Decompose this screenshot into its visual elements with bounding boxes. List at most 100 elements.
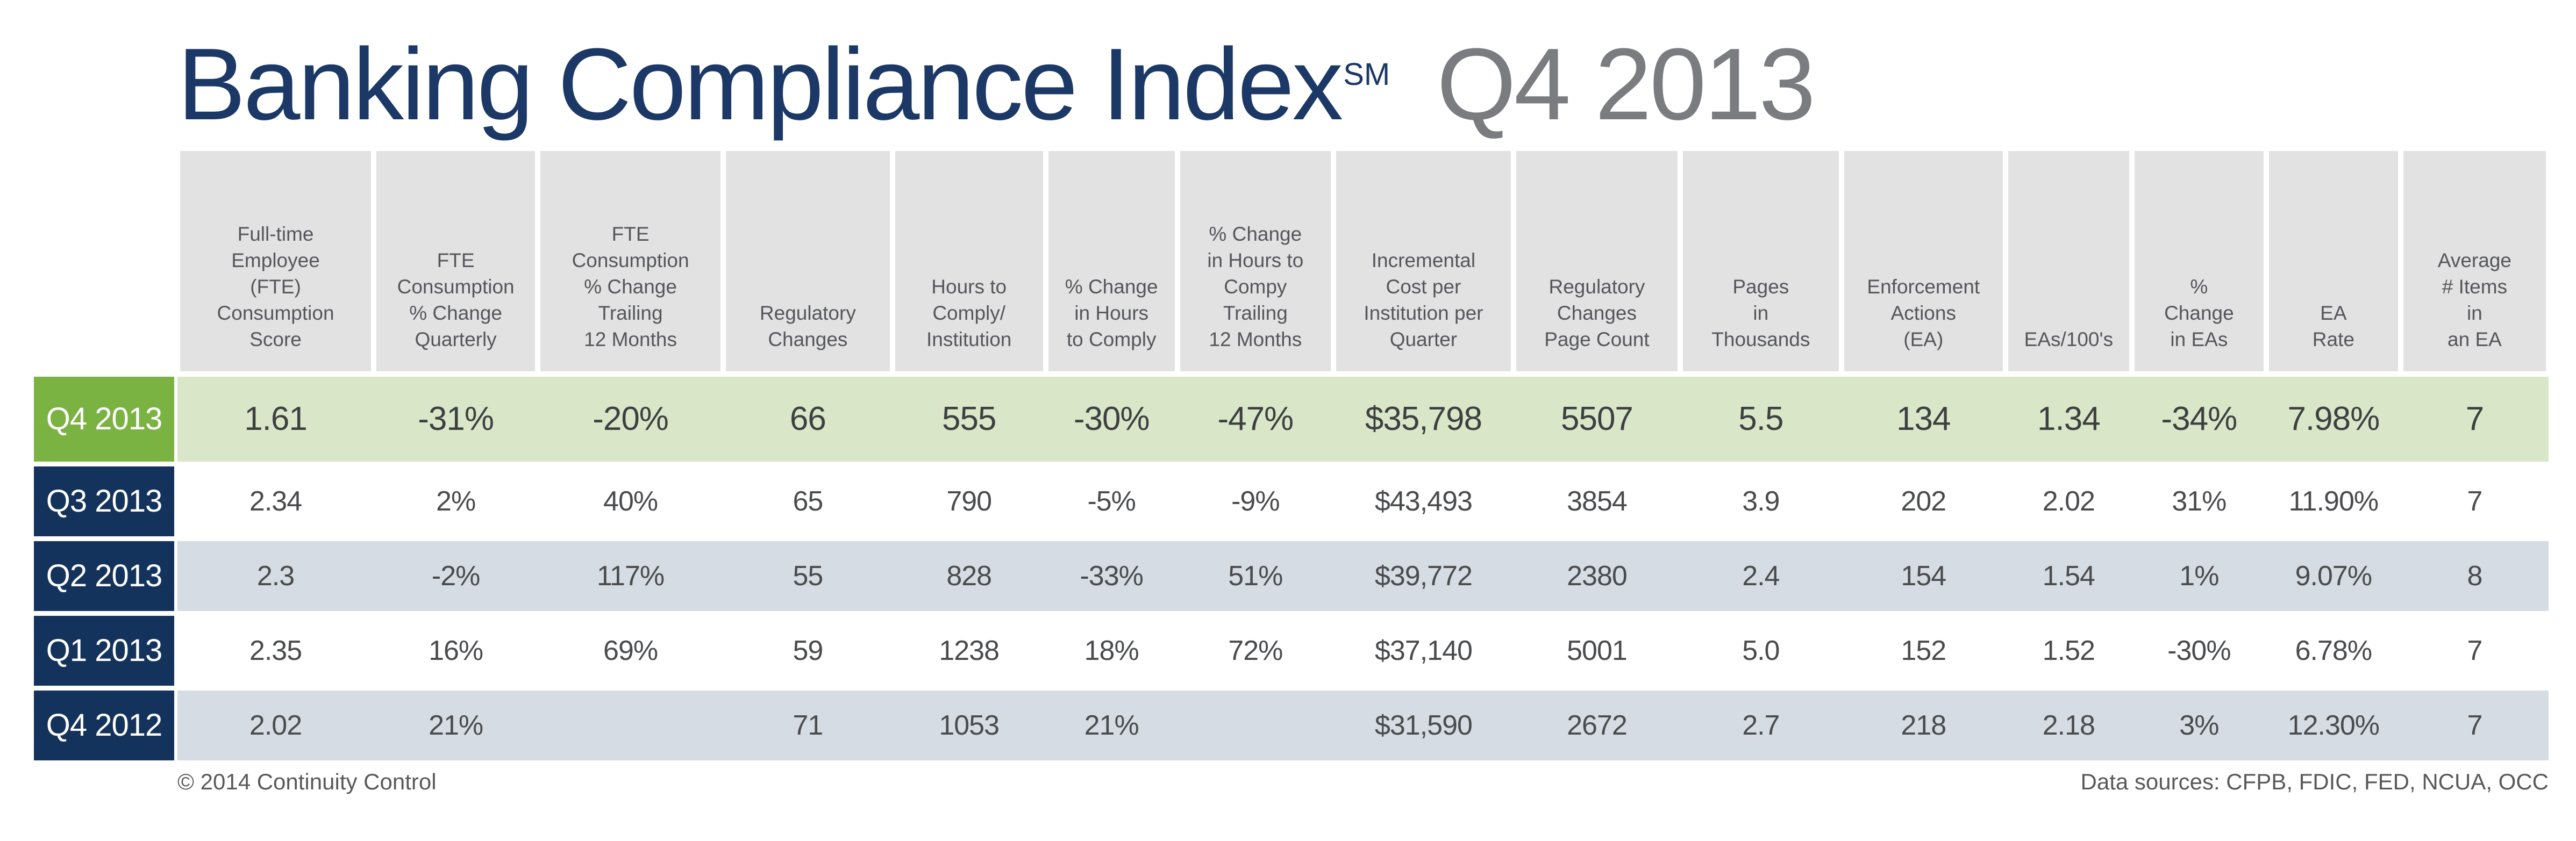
- cell-q3-2013-col13: 31%: [2172, 485, 2227, 517]
- cell-q2-2013-col13: 1%: [2179, 560, 2219, 592]
- title-period: Q4 2013: [1437, 27, 1816, 141]
- cell-q4-2013-col3: -20%: [593, 400, 669, 437]
- cell-q4-2012-col2: 21%: [429, 709, 483, 741]
- cell-q2-2013-col7: 51%: [1228, 560, 1283, 592]
- cell-q4-2013-col14: 7.98%: [2287, 400, 2380, 437]
- cell-q4-2013-col2: -31%: [418, 400, 494, 437]
- cell-q4-2012-col5: 1053: [939, 709, 1000, 741]
- cell-q3-2013-col1: 2.34: [249, 485, 302, 517]
- column-header-12: EAs/100's: [2005, 150, 2132, 371]
- row-label-q1-2013: Q1 2013: [34, 615, 177, 686]
- cell-q1-2013-col8: $37,140: [1374, 635, 1473, 666]
- cell-q3-2013-col7: -9%: [1231, 485, 1280, 517]
- title-main: Banking Compliance Index: [177, 27, 1343, 141]
- table-row-q4-2013: Q4 2013 1.61 -31% -20% 66 555 -30% -47% $35,798 5…: [34, 376, 2549, 462]
- footer: © 2014 Continuity Control Data sources: …: [34, 769, 2549, 795]
- cell-q4-2013-col7: -47%: [1217, 400, 1294, 437]
- cell-q1-2013-col10: 5.0: [1742, 635, 1780, 666]
- cell-q3-2013-col14: 11.90%: [2288, 485, 2379, 517]
- column-header-4: Regulatory Changes: [723, 150, 893, 371]
- column-header-11: Enforcement Actions (EA): [1841, 150, 2006, 371]
- cell-q3-2013-col6: -5%: [1087, 485, 1136, 517]
- cell-q1-2013-col5: 1238: [939, 635, 1000, 666]
- cell-q4-2013-col15: 7: [2465, 400, 2484, 437]
- cell-q2-2013-col11: 154: [1901, 560, 1946, 592]
- column-header-9: Regulatory Changes Page Count: [1513, 150, 1680, 371]
- copyright-text: © 2014 Continuity Control: [177, 768, 437, 794]
- column-header-10: Pages in Thousands: [1680, 150, 1842, 371]
- cell-q4-2012-col10: 2.7: [1742, 709, 1780, 741]
- cell-q1-2013-col7: 72%: [1228, 635, 1283, 666]
- cell-q3-2013-col12: 2.02: [2042, 485, 2095, 517]
- cell-q3-2013-col10: 3.9: [1742, 485, 1780, 517]
- table-row-q1-2013: Q1 2013 2.35 16% 69% 59 1238 18% 72% $37,140 5001…: [34, 615, 2549, 686]
- cell-q2-2013-col5: 828: [946, 560, 992, 592]
- column-header-5: Hours to Comply/ Institution: [892, 150, 1046, 371]
- table-row-q4-2012: Q4 2012 2.02 21% 71 1053 21% $31,590 2672 2.7 218…: [34, 690, 2549, 760]
- cell-q4-2012-col3: [538, 691, 723, 760]
- cell-q3-2013-col8: $43,493: [1374, 485, 1473, 517]
- cell-q4-2012-col15: 7: [2467, 709, 2482, 741]
- cell-q1-2013-col11: 152: [1901, 635, 1946, 666]
- cell-q2-2013-col6: -33%: [1080, 560, 1143, 592]
- cell-q1-2013-col15: 7: [2467, 635, 2482, 666]
- column-header-14: EA Rate: [2266, 150, 2401, 371]
- cell-q4-2012-col6: 21%: [1084, 709, 1139, 741]
- header-row: Full-time Employee (FTE) Consumption Sco…: [34, 150, 2549, 371]
- cell-q1-2013-col4: 59: [793, 635, 823, 666]
- cell-q1-2013-col14: 6.78%: [2295, 635, 2372, 666]
- cell-q4-2012-col14: 12.30%: [2287, 709, 2380, 741]
- column-header-8: Incremental Cost per Institution per Qua…: [1333, 150, 1514, 371]
- cell-q4-2013-col9: 5507: [1560, 400, 1633, 437]
- cell-q4-2012-col4: 71: [793, 709, 823, 741]
- cell-q2-2013-col1: 2.3: [256, 560, 295, 592]
- cell-q4-2013-col12: 1.34: [2037, 400, 2101, 437]
- header-corner-spacer: [34, 151, 177, 371]
- cell-q1-2013-col1: 2.35: [249, 635, 302, 666]
- data-sources-text: Data sources: CFPB, FDIC, FED, NCUA, OCC: [2080, 768, 2549, 794]
- cell-q1-2013-col13: -30%: [2167, 635, 2231, 666]
- cell-q2-2013-col2: -2%: [431, 560, 480, 592]
- cell-q4-2012-col11: 218: [1901, 709, 1946, 741]
- cell-q4-2013-col8: $35,798: [1365, 400, 1482, 437]
- column-header-15: Average # Items in an EA: [2400, 150, 2549, 371]
- cell-q1-2013-col6: 18%: [1084, 635, 1139, 666]
- cell-q3-2013-col2: 2%: [436, 485, 476, 517]
- column-header-2: FTE Consumption % Change Quarterly: [374, 150, 538, 371]
- cell-q3-2013-col5: 790: [946, 485, 992, 517]
- cell-q3-2013-col9: 3854: [1567, 485, 1628, 517]
- column-header-6: % Change in Hours to Comply: [1045, 150, 1178, 371]
- column-header-13: % Change in EAs: [2131, 150, 2266, 371]
- column-header-3: FTE Consumption % Change Trailing 12 Mon…: [538, 150, 723, 371]
- cell-q4-2013-col5: 555: [941, 400, 996, 437]
- page-title: Banking Compliance IndexSM Q4 2013: [34, 0, 2576, 143]
- bci-table: Full-time Employee (FTE) Consumption Sco…: [34, 150, 2549, 760]
- cell-q4-2013-col1: 1.61: [244, 400, 308, 437]
- cell-q2-2013-col12: 1.54: [2042, 560, 2095, 592]
- cell-q2-2013-col4: 55: [793, 560, 823, 592]
- cell-q1-2013-col12: 1.52: [2042, 635, 2095, 666]
- row-label-q2-2013: Q2 2013: [34, 541, 177, 611]
- cell-q4-2012-col1: 2.02: [249, 709, 302, 741]
- cell-q1-2013-col9: 5001: [1567, 635, 1628, 666]
- cell-q2-2013-col9: 2380: [1567, 560, 1628, 592]
- cell-q4-2013-col6: -30%: [1073, 400, 1150, 437]
- service-mark: SM: [1343, 56, 1390, 92]
- cell-q4-2012-col8: $31,590: [1374, 709, 1473, 741]
- column-header-1: Full-time Employee (FTE) Consumption Sco…: [177, 150, 374, 371]
- cell-q4-2013-col11: 134: [1896, 400, 1951, 437]
- cell-q4-2013-col13: -34%: [2161, 400, 2237, 437]
- cell-q4-2012-col9: 2672: [1567, 709, 1628, 741]
- cell-q2-2013-col10: 2.4: [1742, 560, 1780, 592]
- cell-q2-2013-col3: 117%: [597, 560, 665, 592]
- cell-q4-2013-col10: 5.5: [1738, 400, 1783, 437]
- row-label-q4-2013: Q4 2013: [34, 376, 177, 462]
- cell-q1-2013-col2: 16%: [429, 635, 483, 666]
- cell-q3-2013-col3: 40%: [603, 485, 658, 517]
- cell-q4-2013-col4: 66: [789, 400, 826, 437]
- cell-q4-2012-col12: 2.18: [2042, 709, 2095, 741]
- table-row-q3-2013: Q3 2013 2.34 2% 40% 65 790 -5% -9% $43,493 3854 3.…: [34, 466, 2549, 536]
- table-row-q2-2013: Q2 2013 2.3 -2% 117% 55 828 -33% 51% $39,772 2380…: [34, 541, 2549, 611]
- cell-q1-2013-col3: 69%: [603, 635, 658, 666]
